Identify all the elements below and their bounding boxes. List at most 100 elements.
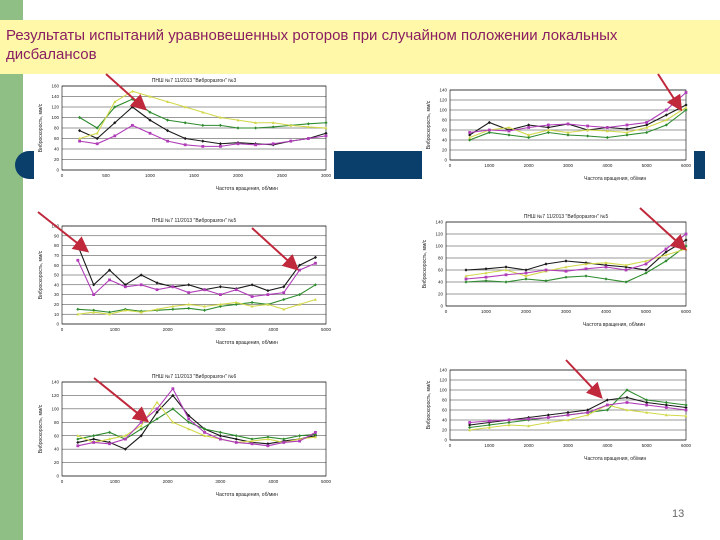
x-tick-label: 2000 [521,309,532,314]
data-point [108,437,112,441]
data-point [664,259,668,263]
series-line-3 [465,248,687,277]
data-point [604,261,608,264]
data-point [664,118,668,122]
data-point [250,295,254,298]
data-point [468,428,472,432]
series-line-3 [469,107,687,139]
data-point [605,126,609,129]
data-point [527,133,531,137]
data-point [468,425,472,430]
data-point [183,105,187,109]
data-point [202,427,207,431]
slide-title: Результаты испытаний уравновешенных рото… [6,27,618,63]
data-point [187,291,191,295]
data-point [487,425,491,429]
data-point [544,262,548,266]
data-point [298,302,302,306]
data-point [123,285,127,289]
data-point [314,261,317,265]
data-point [546,413,550,417]
data-point [148,118,152,122]
data-point [218,123,222,127]
data-point [218,115,222,119]
data-point [236,142,240,146]
x-tick-label: 1000 [484,443,495,448]
data-point [219,437,222,441]
data-point [664,406,668,409]
x-tick-label: 0 [449,443,452,448]
data-point [76,444,80,448]
data-point [586,134,590,138]
data-point [271,121,275,124]
data-point [95,126,99,130]
data-point [155,400,159,404]
data-point [92,437,96,441]
y-tick-label: 80 [54,126,60,131]
data-point [313,283,318,287]
y-tick-label: 40 [54,447,60,452]
data-point [605,135,609,140]
y-tick-label: 60 [438,268,444,273]
y-tick-label: 140 [439,88,447,93]
data-point [684,408,688,412]
data-point [123,437,127,441]
x-tick-label: 5000 [641,309,652,314]
y-tick-label: 120 [51,105,59,110]
data-point [604,265,608,269]
data-point [625,388,629,392]
data-point [139,273,143,277]
data-point [566,133,570,137]
data-point [586,124,590,128]
x-tick-label: 1000 [484,163,495,168]
x-tick-label: 2000 [233,173,244,178]
data-point [313,297,317,301]
data-point [324,126,328,130]
data-point [644,271,648,275]
data-point [113,134,117,138]
y-tick-label: 60 [442,128,448,133]
y-tick-label: 80 [442,118,448,123]
y-tick-label: 20 [54,460,60,465]
chart-svg-2: 0 20 40 60 80 100 120 140 0 1000 2000 3000 4000 5000 6… [426,88,692,182]
data-point [298,439,301,443]
data-point [203,430,206,434]
data-point [95,142,99,146]
data-point [218,142,222,146]
data-point [664,108,668,112]
data-point [219,144,222,148]
data-point [183,143,187,147]
data-point [504,268,508,272]
data-point [604,277,608,281]
y-tick-label: 120 [439,98,447,103]
data-point [218,430,222,434]
data-point [527,417,531,421]
data-point [504,280,508,284]
chart-panel-2: 0 20 40 60 80 100 120 140 0 1000 2000 3000 4000 5000 6… [422,84,694,184]
data-point [148,94,152,98]
y-tick-label: 80 [54,243,60,248]
y-axis-label: Виброскорость, мм/с [426,100,432,149]
data-point [527,135,531,140]
plot-frame [61,381,327,477]
y-tick-label: 40 [442,418,448,423]
data-point [171,285,175,289]
x-tick-label: 0 [449,163,452,168]
data-point [282,291,286,295]
y-tick-label: 70 [54,253,60,258]
data-point [524,271,528,275]
series-line-1 [465,239,687,271]
data-point [250,283,254,287]
series-line-2 [469,109,687,141]
y-tick-label: 40 [54,282,60,287]
series-line-2 [469,389,687,429]
data-point [139,424,143,427]
data-point [171,304,175,308]
x-tick-label: 0 [61,479,64,484]
y-tick-label: 100 [439,108,447,113]
data-point [645,400,649,405]
data-point [484,267,488,271]
y-tick-label: 120 [439,378,447,383]
data-point [201,144,205,148]
x-tick-label: 4000 [268,327,279,332]
